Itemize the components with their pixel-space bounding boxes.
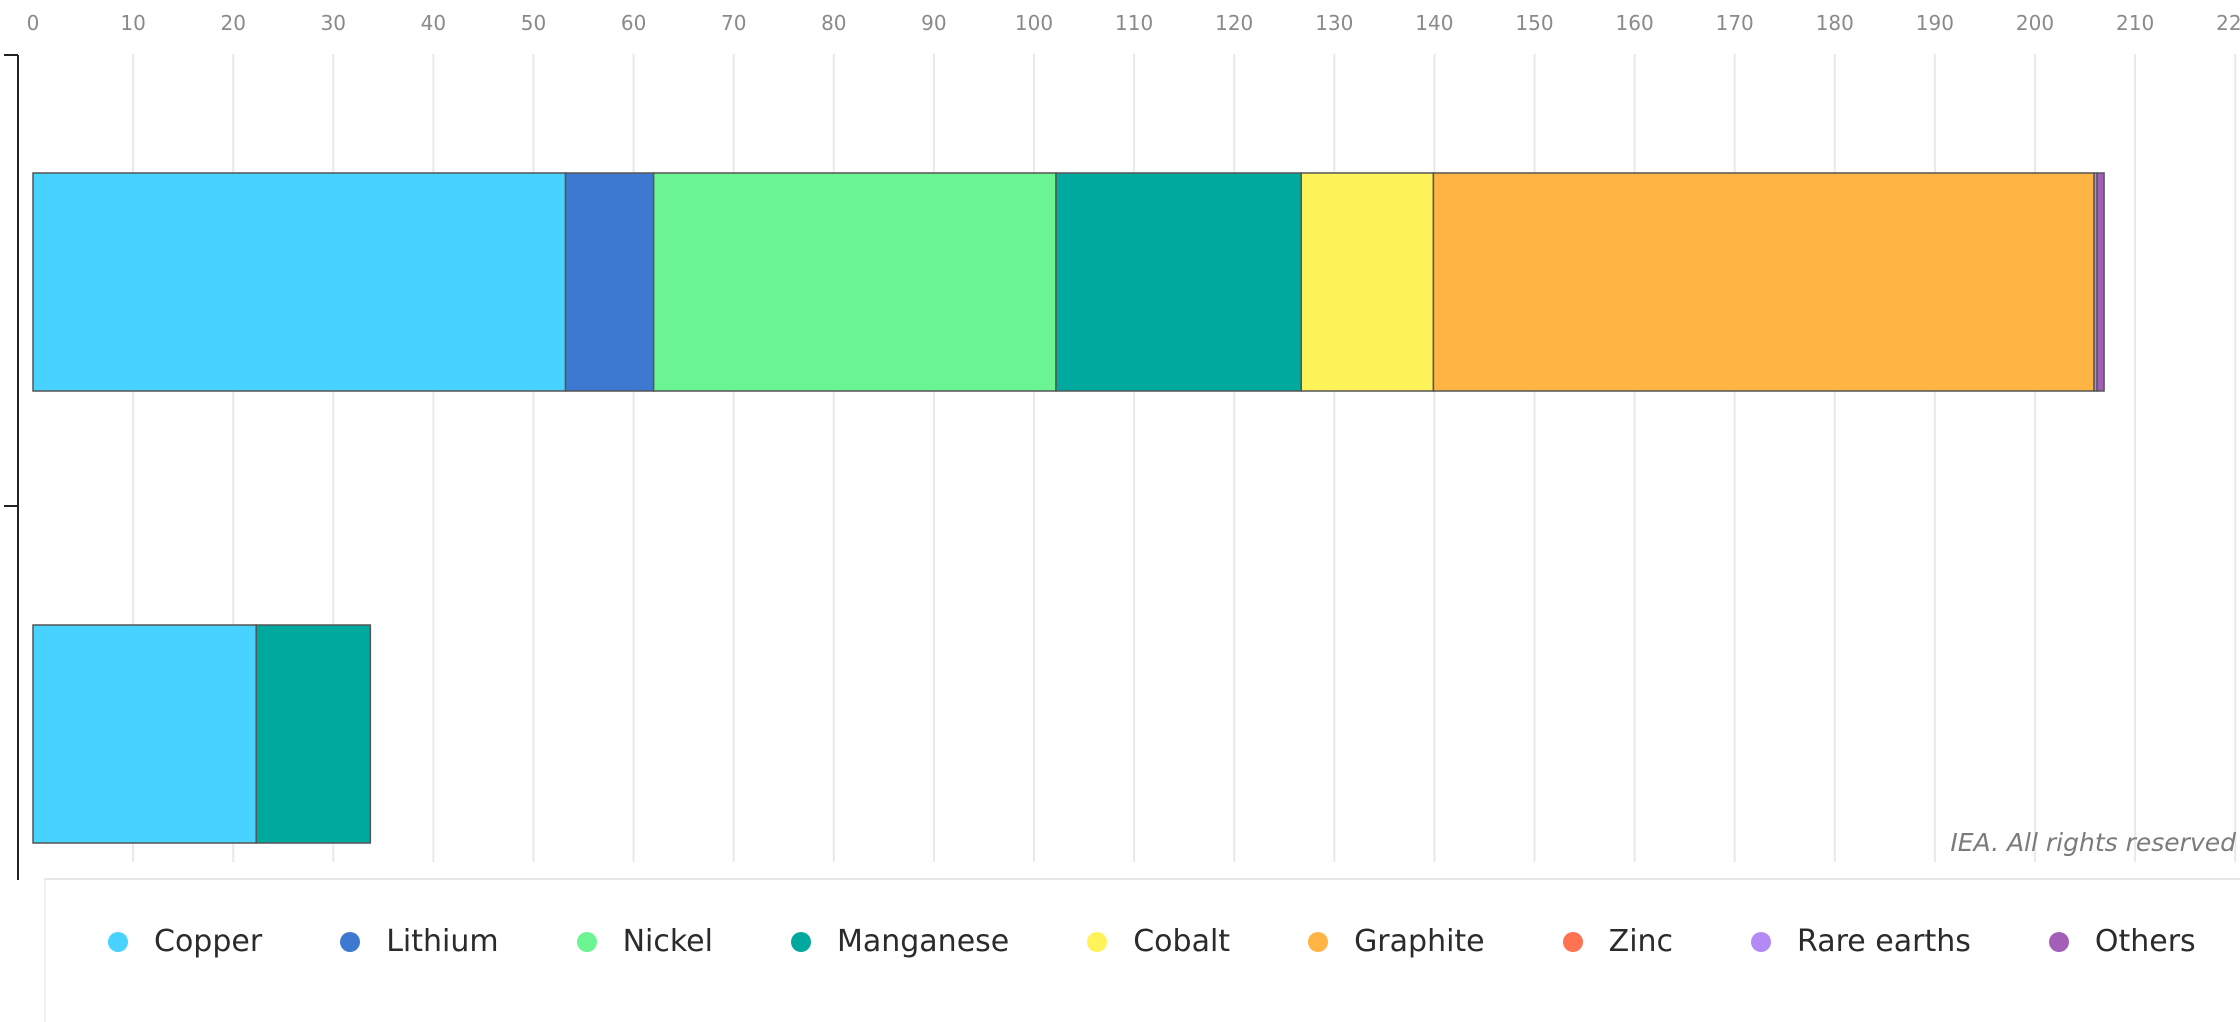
bar-segment-manganese <box>255 624 372 844</box>
legend-marker <box>1751 931 1772 952</box>
legend-item[interactable]: Manganese <box>790 924 1010 959</box>
legend-label: Graphite <box>1354 924 1485 959</box>
legend-label: Others <box>2094 924 2196 959</box>
x-tick-label: 30 <box>321 11 346 35</box>
legend-label: Rare earths <box>1797 924 1971 959</box>
x-tick-label: 200 <box>2016 11 2054 35</box>
legend-item[interactable]: Copper <box>108 924 262 959</box>
bar-segment-manganese <box>1055 172 1303 392</box>
x-tick-label: 130 <box>1315 11 1353 35</box>
bar-segment-others <box>2096 172 2105 392</box>
legend-label: Nickel <box>622 924 713 959</box>
x-tick-label: 180 <box>1816 11 1854 35</box>
legend-label: Lithium <box>386 924 499 959</box>
legend-marker <box>576 931 597 952</box>
bar-segment-graphite <box>1432 172 2095 392</box>
x-tick-label: 170 <box>1716 11 1754 35</box>
bar-segment-lithium <box>564 172 655 392</box>
legend-marker <box>1087 931 1108 952</box>
legend-marker <box>108 931 128 952</box>
bar-segment-copper <box>32 624 257 844</box>
x-tick-label: 90 <box>921 11 946 35</box>
bar-segment-nickel <box>652 172 1057 392</box>
x-tick-label: 220 <box>2216 11 2240 35</box>
x-tick-label: 110 <box>1115 11 1153 35</box>
legend-label: Copper <box>154 924 263 959</box>
x-tick-label: 70 <box>721 11 746 35</box>
legend-item[interactable]: Others <box>2048 924 2196 959</box>
x-tick-label: 120 <box>1215 11 1253 35</box>
x-tick-label: 10 <box>120 11 145 35</box>
legend-label: Cobalt <box>1133 924 1231 959</box>
x-tick-label: 40 <box>421 11 446 35</box>
legend-item[interactable]: Lithium <box>340 924 499 959</box>
bar-segment-copper <box>32 172 567 392</box>
x-tick-label: 0 <box>27 11 40 35</box>
legend-label: Zinc <box>1608 924 1674 959</box>
x-tick-label: 60 <box>621 11 646 35</box>
legend-item[interactable]: Nickel <box>576 924 713 959</box>
x-tick-label: 20 <box>220 11 245 35</box>
chart: 0 10 20 30 40 50 60 70 80 90 100 110 120 130 140 150 160… <box>4 11 2240 880</box>
x-tick-label: 140 <box>1415 11 1453 35</box>
legend-marker <box>1308 931 1329 952</box>
legend-item[interactable]: Graphite <box>1308 924 1485 959</box>
legend: Copper Lithium Nickel Manganese Cobalt Graphi… <box>108 924 2196 959</box>
legend-item[interactable]: Zinc <box>1562 924 1674 959</box>
x-tick-label: 190 <box>1916 11 1954 35</box>
x-tick-label: 210 <box>2116 11 2154 35</box>
legend-marker <box>340 931 361 952</box>
legend-label: Manganese <box>836 924 1010 959</box>
x-tick-label: 100 <box>1015 11 1053 35</box>
x-tick-label: 50 <box>521 11 546 35</box>
legend-item[interactable]: Rare earths <box>1751 924 1971 959</box>
x-tick-label: 80 <box>821 11 846 35</box>
x-tick-label: 150 <box>1515 11 1553 35</box>
legend-marker <box>790 931 811 952</box>
legend-marker <box>1562 931 1583 952</box>
bar-segment-cobalt <box>1300 172 1435 392</box>
legend-marker <box>2048 931 2069 952</box>
legend-panel <box>44 878 2240 1022</box>
legend-item[interactable]: Cobalt <box>1087 924 1230 959</box>
x-tick-label: 160 <box>1616 11 1654 35</box>
credit-text: IEA. All rights reserved <box>1950 828 2236 857</box>
